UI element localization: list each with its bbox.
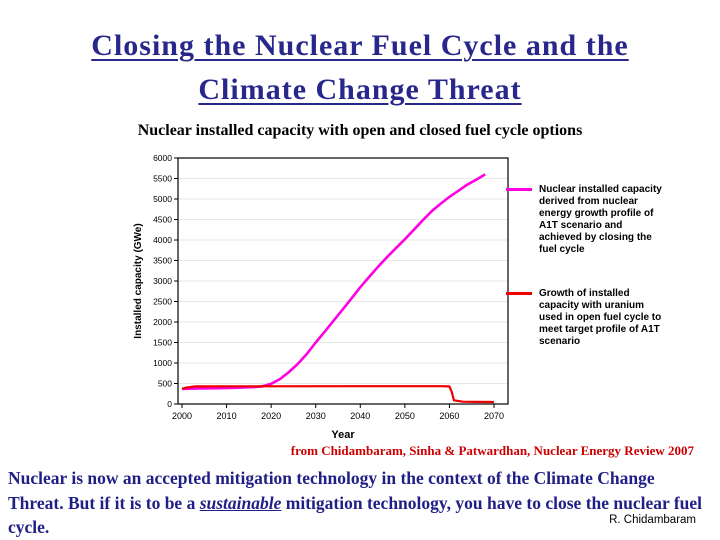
capacity-chart-svg: 0 500 1000 1500 2000 2500 3000 3500 4000 4500 5000…	[133, 153, 509, 441]
plot-border	[177, 157, 509, 405]
slide-title-line2: Climate Change Threat	[198, 73, 522, 106]
slide-title-line1: Closing the Nuclear Fuel Cycle and the	[91, 29, 629, 62]
body-text: Nuclear is now an accepted mitigation te…	[8, 466, 714, 540]
y-tick-label: 4000	[153, 235, 172, 245]
capacity-chart: 0 500 1000 1500 2000 2500 3000 3500 4000 4500 5000…	[128, 148, 520, 444]
legend-entry: Nuclear installed capacity derived from …	[506, 184, 692, 256]
y-tick-label: 2000	[153, 317, 172, 327]
x-tick-label: 2060	[439, 411, 459, 421]
y-tick-label: 3500	[153, 256, 172, 266]
x-tick-label: 2040	[350, 411, 370, 421]
x-tick-label: 2030	[306, 411, 326, 421]
chart-caption: Nuclear installed capacity with open and…	[137, 122, 583, 139]
chart-legend: Nuclear installed capacity derived from …	[506, 184, 692, 380]
x-tick-label: 2020	[261, 411, 281, 421]
y-tick-label: 5500	[153, 174, 172, 184]
x-tick-label: 2000	[172, 411, 192, 421]
x-tick-label: 2070	[484, 411, 504, 421]
y-tick-label: 500	[158, 379, 172, 389]
legend-line-swatch	[506, 188, 532, 191]
legend-label: Growth of installed capacity with uraniu…	[539, 288, 662, 347]
y-tick-label: 5000	[153, 194, 172, 204]
slide-title: Closing the Nuclear Fuel Cycle and the C…	[0, 24, 720, 112]
body-text-emphasis: sustainable	[199, 492, 282, 513]
author-credit: R. Chidambaram	[609, 514, 696, 526]
source-attribution: from Chidambaram, Sinha & Patwardhan, Nu…	[290, 443, 694, 458]
y-tick-label: 1000	[153, 358, 172, 368]
x-tick-label: 2010	[217, 411, 237, 421]
y-axis-label: Installed capacity (GWe)	[133, 223, 144, 338]
legend-entry: Growth of installed capacity with uraniu…	[506, 288, 692, 348]
body-text-segment: Nuclear is now an accepted mitigation te…	[8, 468, 655, 513]
y-tick-label: 2500	[153, 297, 172, 307]
x-axis-label: Year	[331, 429, 355, 441]
body-text-segment: mitigation technology, you have to close…	[8, 492, 703, 538]
y-tick-label: 6000	[153, 153, 172, 163]
y-tick-label: 1500	[153, 338, 172, 348]
series-line	[181, 173, 486, 391]
legend-label: Nuclear installed capacity derived from …	[539, 184, 662, 255]
series-line	[181, 385, 495, 404]
y-tick-label: 3000	[153, 276, 172, 286]
y-tick-label: 0	[167, 399, 172, 409]
legend-line-swatch	[506, 292, 532, 295]
x-tick-label: 2050	[395, 411, 415, 421]
y-tick-label: 4500	[153, 215, 172, 225]
